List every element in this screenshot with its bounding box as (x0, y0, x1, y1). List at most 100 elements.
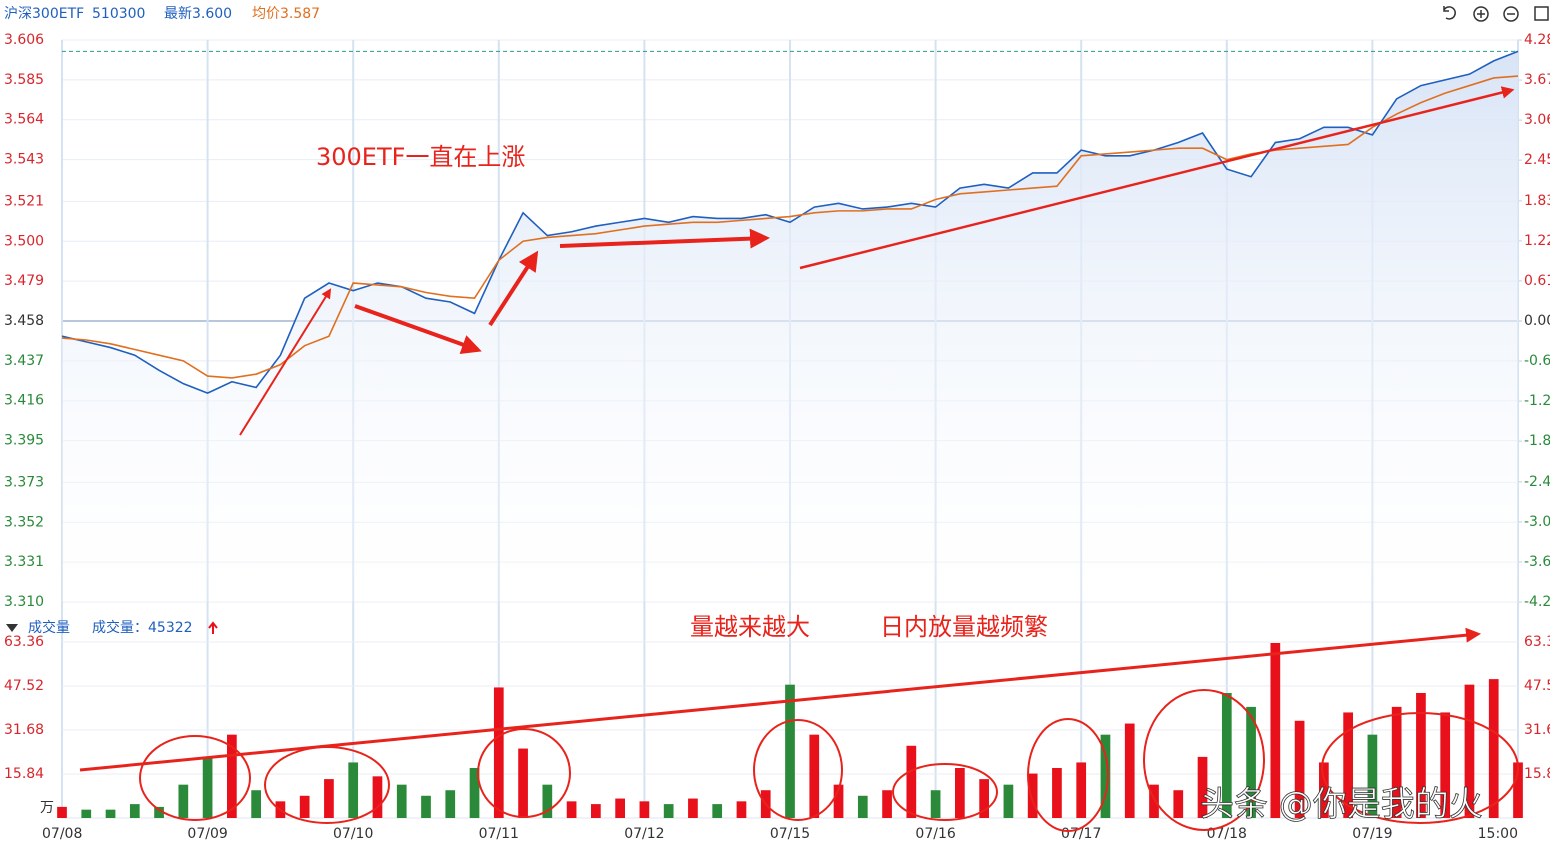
y-tick-label: 3.416 (4, 393, 44, 409)
volume-value: 成交量：45322 (92, 619, 193, 636)
volume-bar (1124, 723, 1135, 818)
y-tick-label: 3.395 (4, 433, 44, 449)
volume-bar (688, 798, 698, 818)
volume-bar (639, 801, 650, 818)
volume-bar (57, 806, 67, 818)
volume-bar (1488, 679, 1499, 818)
y-tick-label: 3.564 (4, 112, 44, 128)
average-price: 均价3.587 (252, 6, 320, 22)
y2-tick-label: 63.36 (1524, 634, 1550, 650)
latest-price: 最新3.600 (164, 6, 232, 22)
volume-bar (81, 809, 92, 818)
volume-bar (1513, 762, 1523, 818)
volume-bar (469, 768, 480, 818)
y-tick-label: 3.458 (4, 313, 44, 329)
up-arrow (208, 621, 218, 634)
volume-bar (445, 790, 456, 818)
annotation: 300ETF一直在上涨 (316, 143, 525, 171)
volume-bar (202, 756, 213, 818)
y2-tick-label: 15.84 (1524, 766, 1550, 782)
y-tick-label: 3.479 (4, 273, 44, 289)
y2-tick-label: -1.8 (1524, 433, 1550, 449)
volume-bar (1076, 762, 1087, 818)
y-tick-label: 3.352 (4, 514, 44, 530)
volume-bar (1464, 684, 1475, 818)
y2-tick-label: 1.22 (1524, 233, 1550, 249)
y-tick-label: 3.437 (4, 353, 44, 369)
y2-tick-label: -1.2 (1524, 393, 1550, 409)
volume-bar (324, 779, 334, 818)
x-tick-label: 07/08 (42, 826, 82, 842)
y-tick-label: 15.84 (4, 766, 44, 782)
y2-tick-label: -0.6 (1524, 353, 1550, 369)
volume-bar (299, 795, 310, 818)
volume-bar (1416, 693, 1426, 818)
volume-bar (1149, 784, 1159, 818)
volume-bar (591, 804, 601, 818)
volume-bar (906, 745, 917, 818)
y2-tick-label: 31.68 (1524, 722, 1550, 738)
volume-bar (566, 801, 577, 818)
y-tick-label: 3.373 (4, 474, 44, 490)
volume-bar (1440, 712, 1451, 818)
volume-bar (1319, 762, 1329, 818)
y-tick-label: 3.310 (4, 594, 44, 610)
volume-bar (1391, 706, 1402, 818)
y-tick-label: 47.52 (4, 678, 44, 694)
volume-title: 成交量 (28, 619, 70, 636)
x-tick-label: 07/19 (1352, 826, 1392, 842)
volume-bar (518, 748, 528, 818)
volume-bar (154, 806, 164, 818)
volume-bar (1343, 712, 1353, 818)
y2-tick-label: 4.28 (1524, 32, 1550, 48)
volume-bar (712, 804, 723, 818)
volume-bar (227, 734, 237, 818)
volume-bar (251, 790, 261, 818)
x-tick-label: 15:00 (1478, 826, 1518, 842)
trend-arrows (79, 86, 1515, 772)
y-tick-label: 3.521 (4, 193, 44, 209)
volume-bar (178, 784, 189, 818)
y2-tick-label: 0.61 (1524, 273, 1550, 289)
volume-bar (663, 804, 674, 818)
volume-bar (1197, 756, 1208, 818)
y-tick-label: 3.606 (4, 32, 44, 48)
x-tick-label: 07/18 (1207, 826, 1247, 842)
stock-name: 沪深300ETF (4, 6, 84, 22)
volume-bar (882, 790, 892, 818)
y2-tick-label: 2.45 (1524, 152, 1550, 168)
volume-bar (1246, 706, 1256, 818)
volume-bar (1027, 773, 1038, 818)
y2-tick-label: 0.00 (1524, 313, 1550, 329)
volume-bar (105, 809, 116, 818)
volume-unit: 万 (40, 800, 54, 816)
volume-bar (1052, 768, 1062, 818)
x-tick-label: 07/10 (333, 826, 373, 842)
volume-bar (348, 762, 359, 818)
volume-bar (1270, 643, 1281, 818)
volume-bar (421, 795, 431, 818)
toolbar-icons[interactable] (1443, 6, 1549, 22)
annotation: 量越来越大 (690, 613, 810, 641)
y2-tick-label: 3.67 (1524, 72, 1550, 88)
volume-bar (809, 734, 820, 818)
collapse-icon[interactable] (6, 624, 18, 632)
x-tick-label: 07/15 (770, 826, 810, 842)
price-area (62, 51, 1518, 602)
y-tick-label: 63.36 (4, 634, 44, 650)
volume-bar (129, 804, 140, 818)
volume-bar (1294, 720, 1305, 818)
y2-tick-label: -2.4 (1524, 474, 1550, 490)
y2-tick-label: 47.52 (1524, 678, 1550, 694)
x-tick-label: 07/16 (915, 826, 955, 842)
y-tick-label: 3.500 (4, 233, 44, 249)
volume-bar (857, 795, 868, 818)
volume-bar (542, 784, 553, 818)
volume-bar (1173, 790, 1184, 818)
y-tick-label: 31.68 (4, 722, 44, 738)
y2-tick-label: -3.6 (1524, 554, 1550, 570)
y2-tick-label: -4.2 (1524, 594, 1550, 610)
volume-bar (1221, 693, 1232, 818)
volume-bar (979, 779, 989, 818)
